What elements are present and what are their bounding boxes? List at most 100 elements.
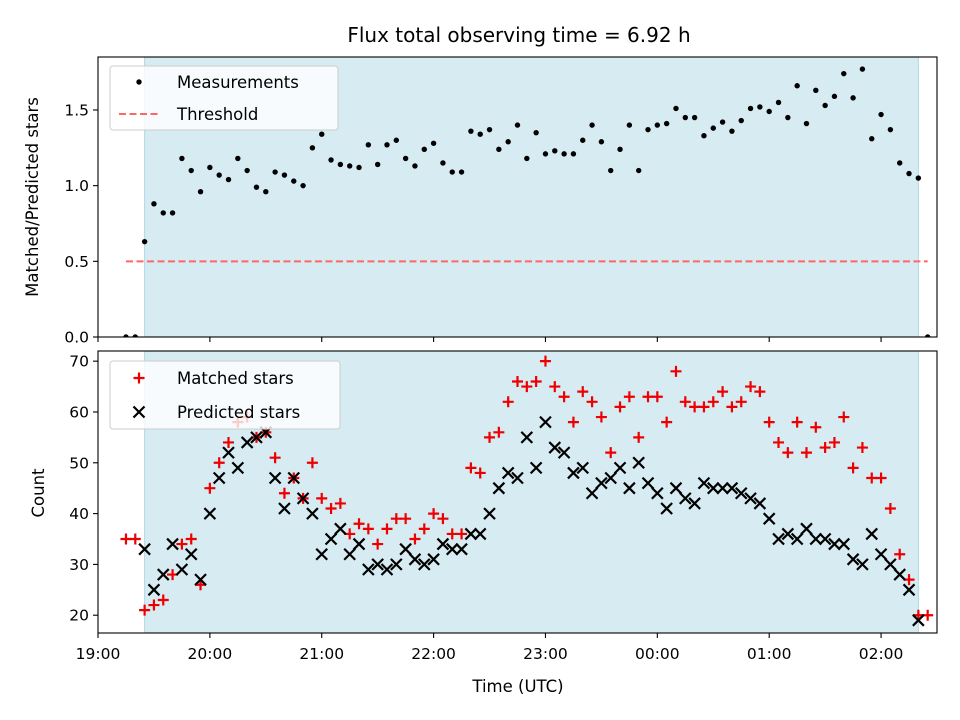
legend-marker-swatch (136, 79, 142, 85)
measurement-point (552, 148, 558, 154)
matched-star-point (735, 396, 747, 408)
matched-star-point (549, 381, 561, 393)
measurement-point (887, 126, 894, 133)
matched-star-point (223, 436, 235, 448)
legend-entry-label: Matched stars (177, 369, 294, 388)
matched-star-point (446, 528, 458, 540)
measurement-point (598, 139, 605, 145)
measurement-point (580, 137, 586, 143)
measurement-point (542, 151, 549, 157)
measurement-point (663, 120, 670, 127)
measurement-point (319, 131, 325, 137)
y-tick-label: 1.5 (64, 101, 89, 119)
matched-star-point (782, 447, 794, 459)
data-points (123, 66, 931, 337)
predicted-star-point (884, 558, 897, 571)
matched-star-point (819, 442, 831, 454)
predicted-star-point (725, 481, 739, 495)
predicted-star-point (912, 614, 925, 627)
measurement-point (822, 102, 828, 109)
measurement-point (244, 167, 250, 174)
matched-star-point (362, 523, 374, 535)
measurement-point (701, 133, 707, 139)
legend-entry-label: Predicted stars (177, 403, 300, 422)
measurement-point (393, 137, 400, 143)
matched-star-point (577, 386, 589, 398)
matched-star-point (530, 375, 542, 387)
predicted-star-point (706, 481, 720, 495)
predicted-star-point (445, 542, 459, 556)
matched-star-point (623, 391, 635, 403)
y-tick-label: 50 (69, 454, 89, 472)
matched-star-point (614, 401, 626, 413)
predicted-star-point (548, 441, 562, 454)
measurement-point (729, 128, 735, 134)
predicted-star-point (632, 456, 645, 470)
predicted-star-point (679, 492, 692, 505)
matched-star-point (269, 452, 281, 464)
measurement-point (197, 189, 204, 195)
measurement-point (365, 142, 372, 148)
measurement-point (123, 334, 129, 337)
predicted-star-point (893, 568, 906, 581)
predicted-star-point (212, 471, 226, 485)
predicted-star-point (557, 446, 571, 459)
measurement-point (841, 70, 847, 77)
x-tick-label: 20:00 (188, 645, 233, 663)
measurement-point (272, 169, 278, 175)
predicted-star-point (865, 527, 879, 541)
matched-star-point (642, 391, 654, 403)
matched-star-point (707, 396, 719, 408)
measurement-point (309, 145, 316, 151)
matched-star-point (465, 462, 477, 474)
x-tick-label: 19:00 (76, 645, 121, 663)
predicted-star-point (660, 502, 673, 515)
predicted-star-point (352, 537, 366, 551)
matched-star-point (334, 497, 346, 509)
matched-star-point (120, 533, 132, 545)
measurement-point (169, 210, 176, 216)
predicted-star-point (343, 547, 356, 561)
legend-entry-label: Threshold (176, 105, 258, 124)
measurement-point (757, 104, 763, 110)
predicted-star-point (501, 466, 515, 480)
matched-star-point (353, 518, 365, 530)
predicted-star-point (744, 492, 757, 505)
count-panel: Count Time (UTC) 20 30 40 50 60 70 19:00 20:00 2… (29, 350, 938, 696)
matched-star-point (670, 365, 682, 377)
matched-star-point (213, 457, 225, 469)
measurement-point (458, 169, 465, 175)
predicted-star-point (734, 486, 748, 500)
predicted-star-point (464, 527, 478, 541)
predicted-star-point (231, 461, 245, 475)
legend-box (109, 360, 341, 430)
y-tick-label: 70 (69, 353, 89, 371)
matched-star-point (856, 442, 868, 454)
predicted-star-point (399, 542, 412, 556)
predicted-star-point (567, 466, 580, 480)
measurement-point (766, 108, 772, 115)
measurement-point (617, 146, 623, 153)
matched-star-point (586, 396, 598, 408)
count-y-axis-label: Count (29, 468, 48, 518)
matched-star-point (605, 447, 617, 459)
y-tick-label: 0.5 (64, 253, 89, 271)
measurement-point (374, 161, 381, 168)
predicted-star-point (147, 583, 161, 597)
measurement-point (850, 95, 856, 101)
measurement-point (869, 136, 875, 142)
measurement-point (924, 334, 931, 337)
predicted-star-point (595, 476, 608, 490)
measurement-point (794, 83, 800, 89)
predicted-star-point (408, 553, 422, 566)
predicted-star-point (753, 497, 767, 510)
matched-star-point (689, 401, 701, 413)
legend-box (109, 65, 339, 131)
matched-star-point (633, 431, 645, 443)
legend-marker-swatch (132, 405, 146, 419)
x-tick-label: 01:00 (747, 645, 792, 663)
predicted-star-point (837, 537, 851, 551)
measurement-point (514, 122, 521, 128)
data-points (120, 355, 934, 627)
measurement-point (356, 164, 362, 171)
